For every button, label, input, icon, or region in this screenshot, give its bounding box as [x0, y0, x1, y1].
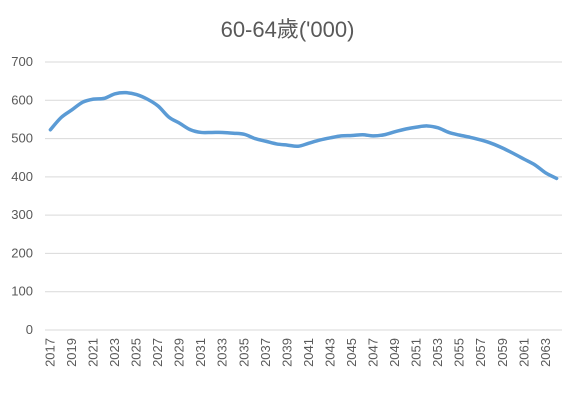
data-point [81, 101, 84, 104]
y-tick-label: 500 [11, 131, 33, 146]
data-point [350, 134, 353, 137]
data-point [135, 93, 138, 96]
x-tick-label: 2045 [344, 338, 359, 367]
x-tick-label: 2039 [279, 338, 294, 367]
x-tick-label: 2021 [85, 338, 100, 367]
data-point [297, 145, 300, 148]
data-point [544, 172, 547, 175]
x-tick-label: 2019 [64, 338, 79, 367]
data-point [307, 142, 310, 145]
y-tick-label: 100 [11, 284, 33, 299]
data-point [275, 142, 278, 145]
x-tick-label: 2031 [193, 338, 208, 367]
data-point [70, 108, 73, 111]
data-point [329, 136, 332, 139]
data-point [426, 124, 429, 127]
x-tick-label: 2035 [236, 338, 251, 367]
data-point [318, 139, 321, 142]
data-point [49, 128, 52, 131]
y-tick-label: 600 [11, 92, 33, 107]
x-tick-label: 2041 [301, 338, 316, 367]
data-point [383, 133, 386, 136]
data-point [415, 126, 418, 129]
data-point [490, 142, 493, 145]
data-point [469, 136, 472, 139]
y-tick-label: 300 [11, 207, 33, 222]
x-tick-label: 2055 [452, 338, 467, 367]
data-point [189, 128, 192, 131]
data-point [555, 177, 558, 180]
x-tick-label: 2033 [215, 338, 230, 367]
data-point [480, 139, 483, 142]
data-point [437, 126, 440, 129]
data-point [404, 128, 407, 131]
x-tick-label: 2049 [387, 338, 402, 367]
data-point [501, 147, 504, 150]
data-point [243, 133, 246, 136]
data-point [210, 131, 213, 134]
data-point [157, 105, 160, 108]
data-point [200, 131, 203, 134]
x-tick-label: 2059 [495, 338, 510, 367]
series-line [48, 90, 559, 181]
data-point [458, 134, 461, 137]
x-tick-label: 2051 [409, 338, 424, 367]
data-point [178, 122, 181, 125]
chart-title: 60-64歲('000) [220, 17, 355, 42]
x-tick-label: 2023 [107, 338, 122, 367]
x-tick-label: 2053 [430, 338, 445, 367]
y-tick-label: 0 [26, 322, 33, 337]
data-point [221, 131, 224, 134]
data-point [103, 97, 106, 100]
x-tick-label: 2063 [538, 338, 553, 367]
x-tick-label: 2047 [366, 338, 381, 367]
y-tick-label: 200 [11, 245, 33, 260]
data-point [232, 132, 235, 135]
x-tick-label: 2043 [322, 338, 337, 367]
x-tick-label: 2057 [473, 338, 488, 367]
data-point [254, 137, 257, 140]
data-point [372, 134, 375, 137]
x-tick-label: 2037 [258, 338, 273, 367]
data-point [264, 140, 267, 143]
data-point [394, 130, 397, 133]
data-point [534, 163, 537, 166]
x-tick-label: 2061 [516, 338, 531, 367]
data-point [146, 98, 149, 101]
data-point [60, 116, 63, 119]
data-point [92, 98, 95, 101]
data-point [340, 134, 343, 137]
data-point [114, 92, 117, 95]
data-point [512, 152, 515, 155]
data-point [167, 116, 170, 119]
x-tick-label: 2025 [129, 338, 144, 367]
data-point [361, 133, 364, 136]
data-point [447, 131, 450, 134]
y-tick-label: 700 [11, 54, 33, 69]
x-tick-label: 2029 [172, 338, 187, 367]
x-tick-label: 2027 [150, 338, 165, 367]
x-tick-label: 2017 [42, 338, 57, 367]
data-point [286, 144, 289, 147]
data-point [124, 91, 127, 94]
data-point [523, 158, 526, 161]
y-tick-label: 400 [11, 169, 33, 184]
